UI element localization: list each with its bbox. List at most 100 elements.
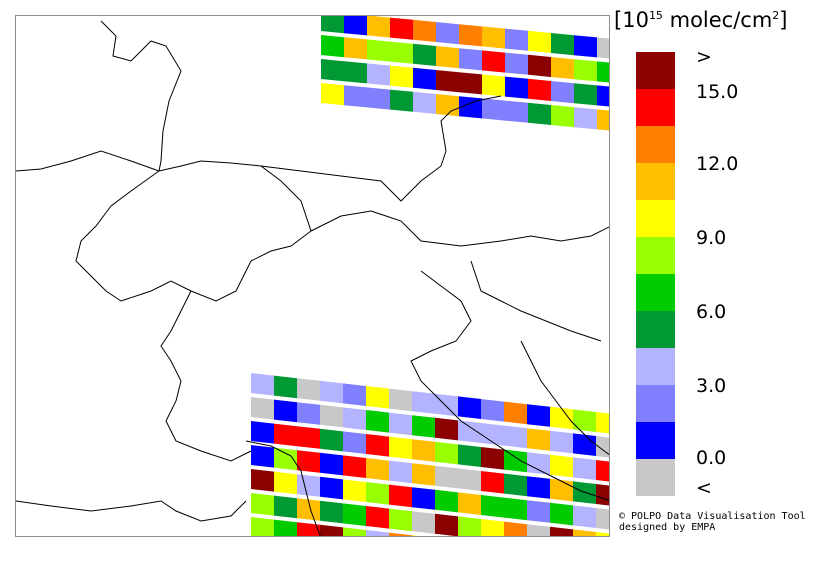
swath-pixel xyxy=(412,415,435,438)
swath-pixel xyxy=(597,61,609,83)
swath-pixel xyxy=(343,455,366,478)
swath-pixel xyxy=(550,478,573,502)
country-borders xyxy=(16,20,609,536)
swath-pixel xyxy=(481,495,504,518)
swath-pixel xyxy=(435,441,458,465)
swath-pixel xyxy=(251,373,274,396)
swath-pixel xyxy=(274,423,297,447)
swath-pixel xyxy=(573,505,596,528)
swath-pixel xyxy=(505,76,528,99)
colorbar-tick-label: > xyxy=(696,46,712,68)
swath-pixel xyxy=(528,30,551,53)
swath-pixel xyxy=(551,33,574,56)
colorbar-tick-label: 9.0 xyxy=(696,227,727,249)
swath-pixel xyxy=(481,519,504,536)
swath-pixel xyxy=(251,493,274,516)
colorbar-swatch xyxy=(636,385,675,422)
swath-pixel xyxy=(412,511,435,534)
swath-pixel xyxy=(505,52,528,75)
swath-pixel xyxy=(459,96,482,119)
swath-pixel xyxy=(436,94,459,117)
swath-pixel xyxy=(504,497,527,521)
swath-pixel xyxy=(574,107,597,130)
swath-pixel xyxy=(504,401,527,425)
swath-pixel xyxy=(344,37,367,60)
swath-pixel xyxy=(366,410,389,433)
colorbar-tick-label: < xyxy=(696,477,712,499)
coast-ligurian xyxy=(245,440,321,536)
swath-pixel xyxy=(343,431,366,454)
colorbar xyxy=(636,52,675,496)
satellite-swaths xyxy=(251,16,609,536)
swath-pixel xyxy=(596,484,609,506)
swath-pixel xyxy=(274,471,297,495)
swath-pixel xyxy=(435,417,458,441)
swath-pixel xyxy=(482,26,505,49)
map-panel[interactable] xyxy=(15,15,610,537)
swath-pixel xyxy=(413,19,436,42)
unit-exponent: 15 xyxy=(648,9,663,22)
swath-pixel xyxy=(320,500,343,524)
swath-pixel xyxy=(251,517,274,536)
swath-pixel xyxy=(297,378,320,401)
swath-pixel xyxy=(458,396,481,419)
swath-pixel xyxy=(505,28,528,51)
swath-pixel xyxy=(458,492,481,515)
swath-pixel xyxy=(574,35,597,58)
colorbar-swatch xyxy=(636,459,675,496)
swath-pixel xyxy=(344,61,367,84)
swath-pixel xyxy=(320,404,343,428)
swath-pixel xyxy=(297,426,320,449)
swath-pixel xyxy=(574,83,597,106)
swath-pixel xyxy=(551,81,574,104)
swath-pixel xyxy=(412,535,420,536)
swath-pixel xyxy=(551,105,574,128)
swath-pixel xyxy=(389,436,412,460)
swath-pixel xyxy=(274,519,297,536)
swath-pixel xyxy=(366,386,389,409)
unit-squared: 2 xyxy=(772,9,780,22)
swath-pixel xyxy=(320,380,343,404)
swath-pixel xyxy=(551,57,574,80)
border-austria-italy xyxy=(310,210,609,247)
swath-pixel xyxy=(436,22,459,45)
swath-pixel xyxy=(527,452,550,475)
colorbar-swatch xyxy=(636,89,675,126)
colorbar-tick-label: 0.0 xyxy=(696,447,727,469)
swath-pixel xyxy=(435,489,458,513)
swath-pixel xyxy=(344,85,367,108)
swath-pixel xyxy=(597,37,609,59)
swath-pixel xyxy=(320,428,343,452)
swath-pixel xyxy=(366,530,389,536)
swath-pixel xyxy=(297,522,320,536)
swath-pixel xyxy=(274,447,297,471)
swath-pixel xyxy=(435,393,458,417)
swath-pixel xyxy=(320,452,343,476)
swath-pixel xyxy=(596,436,609,458)
coast-croatia xyxy=(520,340,609,456)
swath-pixel xyxy=(458,444,481,467)
unit-label: [1015 molec/cm2] xyxy=(614,8,788,32)
swath-pixel xyxy=(527,428,550,451)
border-germany-austria xyxy=(260,95,502,202)
swath-pixel xyxy=(389,460,412,484)
unit-bracket-close: ] xyxy=(779,8,788,32)
colorbar-swatch xyxy=(636,126,675,163)
coast-adriatic xyxy=(410,270,609,501)
credits: © POLPO Data Visualisation Tool designed … xyxy=(619,511,806,533)
swath-pixel xyxy=(251,469,274,492)
swath-pixel xyxy=(573,481,596,504)
swath-pixel xyxy=(389,388,412,412)
colorbar-swatch xyxy=(636,163,675,200)
swath-pixel xyxy=(367,63,390,86)
swath-pixel xyxy=(389,484,412,508)
swath-pixel xyxy=(482,50,505,73)
swath-pixel xyxy=(481,423,504,446)
swath-pixel xyxy=(413,91,436,114)
swath-pixel xyxy=(436,70,459,93)
swath-pixel xyxy=(321,16,344,34)
unit-base: 10 xyxy=(622,8,649,32)
swath-pixel xyxy=(274,399,297,423)
swath-pixel xyxy=(389,532,412,536)
swath-pixel xyxy=(343,527,366,536)
